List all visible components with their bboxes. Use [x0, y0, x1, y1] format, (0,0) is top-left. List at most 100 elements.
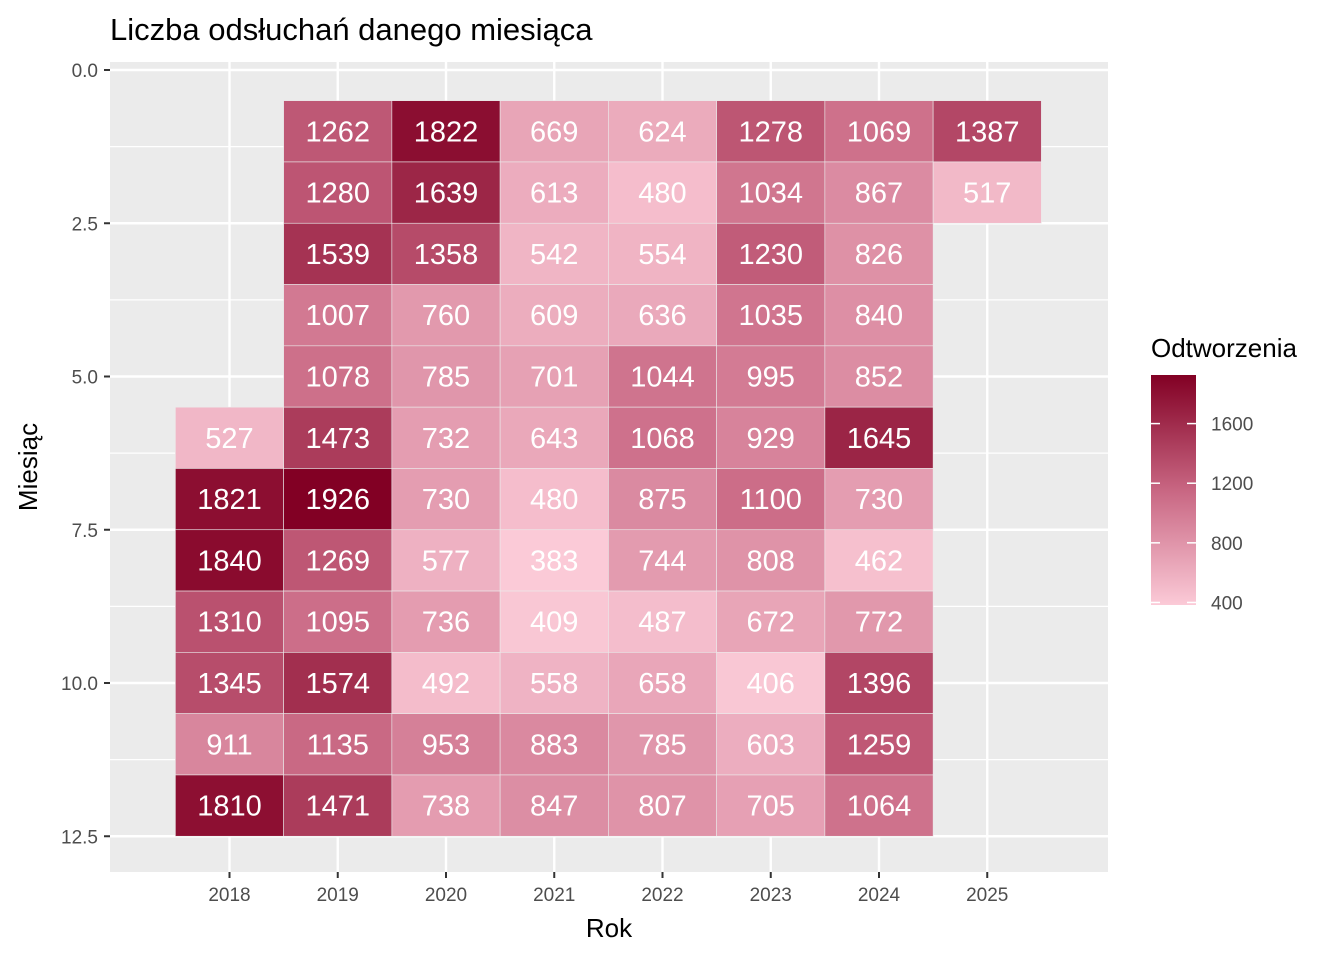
heatmap-cell [824, 284, 934, 347]
cell-value-label: 736 [422, 607, 470, 639]
heatmap-cell [608, 284, 717, 347]
cell-value-label: 1345 [197, 668, 262, 700]
chart-title: Liczba odsłuchań danego miesiąca [110, 12, 593, 47]
heatmap-cell [608, 590, 717, 653]
heatmap-cell [391, 713, 501, 776]
heatmap-cell [716, 529, 826, 592]
heatmap-cell [175, 713, 284, 776]
heatmap-cell [283, 284, 393, 347]
legend-tick-label: 400 [1211, 593, 1243, 614]
cell-value-label: 1539 [305, 239, 370, 271]
cell-value-label: 1639 [414, 178, 479, 210]
cell-value-label: 760 [422, 300, 470, 332]
cell-value-label: 409 [530, 607, 578, 639]
heatmap-cell [283, 774, 393, 837]
cell-value-label: 995 [747, 362, 795, 394]
heatmap-cell [391, 222, 501, 285]
cell-value-label: 1007 [305, 300, 370, 332]
heatmap-cell [608, 774, 717, 837]
y-tick-label: 10.0 [61, 674, 98, 695]
heatmap-cell [499, 284, 609, 347]
cell-value-label: 852 [855, 362, 903, 394]
cell-value-label: 929 [747, 423, 795, 455]
cell-value-label: 730 [422, 484, 470, 516]
cell-value-label: 406 [747, 668, 795, 700]
cell-value-label: 1068 [630, 423, 695, 455]
legend-tick-label: 1200 [1211, 474, 1253, 495]
cell-value-label: 705 [747, 791, 795, 823]
heatmap-cell [824, 406, 934, 469]
heatmap-cell [716, 161, 826, 224]
heatmap-cell [283, 713, 393, 776]
cell-value-label: 1269 [305, 545, 370, 577]
heatmap-cell [824, 590, 934, 653]
legend-tick-label: 1600 [1211, 415, 1253, 436]
cell-value-label: 1810 [197, 791, 262, 823]
heatmap-cell [608, 468, 717, 531]
x-tick-label: 2018 [208, 885, 250, 906]
cell-value-label: 1280 [305, 178, 370, 210]
heatmap-cell [716, 652, 826, 714]
cell-value-label: 785 [638, 729, 686, 761]
heatmap-cell [391, 468, 501, 531]
heatmap-cell [608, 100, 717, 163]
x-axis: 2018 2019 2020 2021 2022 2023 2024 2025 [208, 872, 1008, 906]
y-axis: 0.0 2.5 5.0 7.5 10.0 12.5 [61, 61, 110, 848]
cell-value-label: 1262 [305, 116, 370, 148]
heatmap-cell [175, 652, 284, 714]
heatmap-cell [824, 468, 934, 531]
heatmap-cell [824, 529, 934, 592]
cell-value-label: 1095 [305, 607, 370, 639]
heatmap-cell [499, 774, 609, 837]
heatmap-cell [824, 100, 934, 163]
heatmap-cell [391, 590, 501, 653]
cell-value-label: 462 [855, 545, 903, 577]
heatmap-cell [824, 222, 934, 285]
heatmap-cell [283, 222, 393, 285]
legend-ticks: 1600 1200 800 400 [1151, 415, 1253, 614]
cell-value-label: 1034 [738, 178, 803, 210]
legend-tick-label: 800 [1211, 534, 1243, 555]
x-tick-label: 2019 [317, 885, 359, 906]
cell-value-label: 883 [530, 729, 578, 761]
cell-value-label: 1574 [305, 668, 370, 700]
heatmap-cell [283, 529, 393, 592]
cell-value-label: 847 [530, 791, 578, 823]
cell-value-label: 1035 [738, 300, 803, 332]
cell-value-label: 672 [747, 607, 795, 639]
cell-value-label: 738 [422, 791, 470, 823]
cell-value-label: 603 [747, 729, 795, 761]
cell-value-label: 1078 [305, 362, 370, 394]
cell-value-label: 624 [638, 116, 686, 148]
cell-value-label: 609 [530, 300, 578, 332]
cell-value-label: 492 [422, 668, 470, 700]
heatmap-cell [391, 529, 501, 592]
cell-value-label: 554 [638, 239, 686, 271]
heatmap-cell [824, 774, 934, 837]
cell-value-label: 1310 [197, 607, 262, 639]
heatmap-cell [824, 652, 934, 714]
heatmap-cell [391, 406, 501, 469]
heatmap-cell [716, 222, 826, 285]
cell-value-label: 1064 [847, 791, 912, 823]
cell-value-label: 1840 [197, 545, 262, 577]
cell-value-label: 1822 [414, 116, 479, 148]
cell-value-label: 1069 [847, 116, 912, 148]
cell-value-label: 669 [530, 116, 578, 148]
cell-value-label: 1396 [847, 668, 912, 700]
cell-value-label: 527 [205, 423, 253, 455]
heatmap-cell [499, 345, 609, 408]
heatmap-cell [283, 590, 393, 653]
heatmap-cell [932, 100, 1042, 163]
cell-value-label: 785 [422, 362, 470, 394]
heatmap-cell [824, 161, 934, 224]
x-tick-label: 2023 [750, 885, 792, 906]
x-tick-label: 2020 [425, 885, 467, 906]
y-tick-label: 0.0 [72, 61, 98, 82]
cell-value-label: 911 [206, 729, 252, 761]
cell-value-label: 730 [855, 484, 903, 516]
heatmap-cell [175, 406, 284, 469]
x-tick-label: 2024 [858, 885, 901, 906]
cell-value-label: 480 [530, 484, 578, 516]
